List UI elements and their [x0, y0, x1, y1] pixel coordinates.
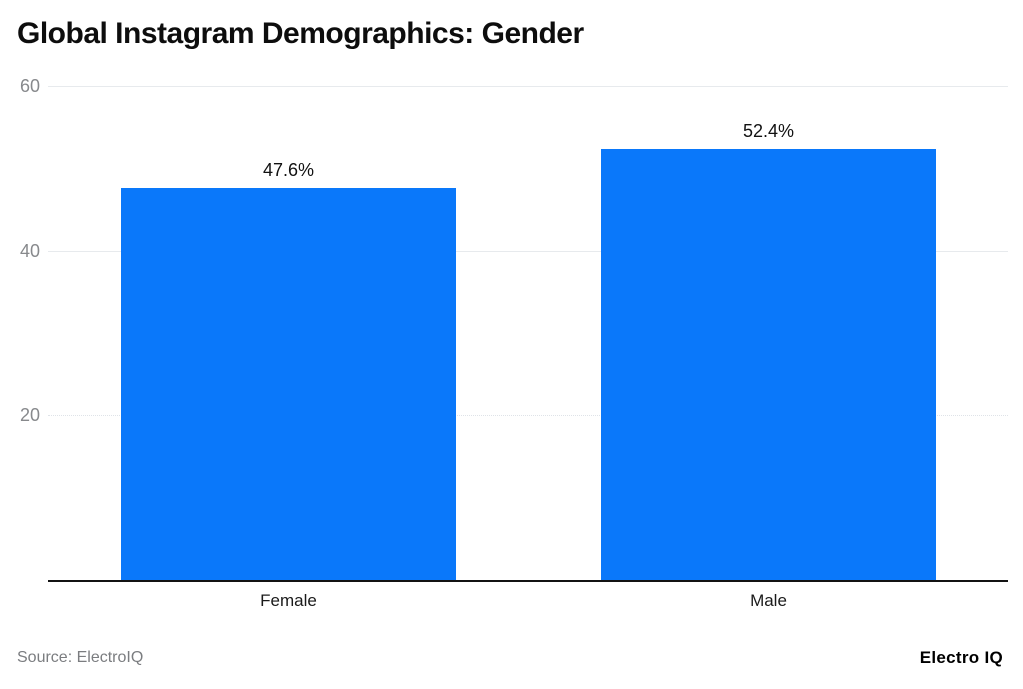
y-tick-label-60: 60	[19, 76, 40, 96]
value-label-male: 52.4%	[742, 121, 795, 141]
x-axis-line	[48, 580, 1008, 582]
plot-area: 20 40 60 47.6% Female 52.4% Male	[20, 76, 1008, 610]
category-label-male: Male	[750, 591, 787, 610]
gridline-40	[48, 251, 1008, 252]
y-tick-label-20: 20	[19, 405, 40, 425]
category-label-female: Female	[260, 591, 317, 610]
chart-title: Global Instagram Demographics: Gender	[17, 17, 584, 50]
value-label-female: 47.6%	[262, 160, 315, 180]
source-text: Source: ElectroIQ	[17, 649, 144, 666]
brand-logo: Electro IQ	[919, 648, 1003, 667]
gridline-60	[48, 86, 1008, 87]
y-tick-label-40: 40	[19, 241, 40, 261]
bar-male	[601, 149, 936, 580]
bar-female	[121, 188, 456, 580]
gridline-20	[48, 415, 1008, 416]
